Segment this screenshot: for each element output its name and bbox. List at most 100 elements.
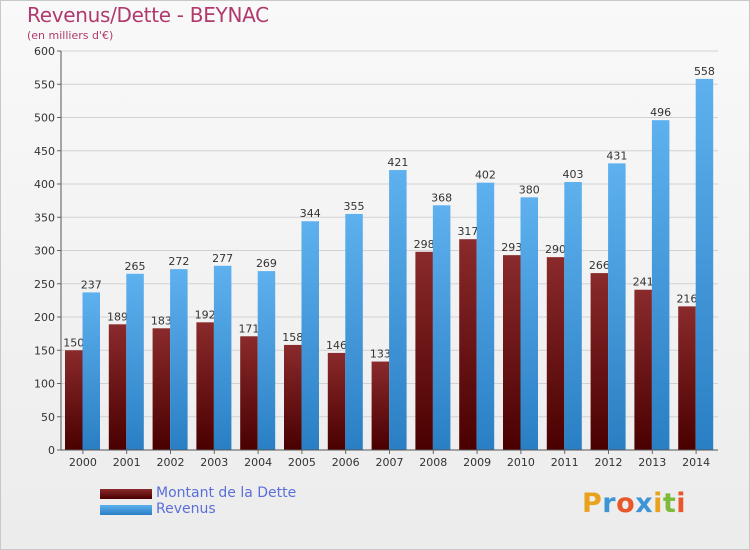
bar-revenus-2011: [564, 182, 582, 450]
bar-dette-2014: [678, 306, 696, 450]
x-tick-label: 2012: [595, 456, 623, 469]
bar-revenus-2012: [608, 163, 626, 450]
bar-dette-2005: [284, 344, 302, 450]
bar-dette-2013: [634, 289, 652, 450]
bar-dette-2012: [590, 273, 609, 450]
data-label-dette-2014: 216: [676, 292, 697, 305]
bar-revenus-2003: [213, 265, 232, 450]
data-label-dette-2003: 192: [195, 308, 216, 321]
x-tick-label: 2011: [551, 456, 579, 469]
y-tick-label: 600: [34, 45, 55, 58]
bar-revenus-2006: [345, 213, 363, 450]
bar-dette-2001: [108, 324, 127, 450]
x-tick-label: 2001: [113, 456, 141, 469]
bar-revenus-2014: [695, 78, 714, 451]
data-label-revenus-2004: 269: [256, 257, 277, 270]
bar-revenus-2008: [432, 205, 451, 450]
data-label-revenus-2009: 402: [475, 169, 496, 182]
y-tick-label: 250: [34, 278, 55, 291]
legend-swatch-debt: [100, 489, 152, 499]
y-tick-label: 300: [34, 245, 55, 258]
data-label-revenus-2013: 496: [650, 106, 671, 119]
data-label-revenus-2003: 277: [212, 252, 233, 265]
data-label-revenus-2001: 265: [125, 260, 146, 273]
x-tick-label: 2006: [332, 456, 360, 469]
data-label-dette-2005: 158: [282, 331, 303, 344]
data-label-revenus-2012: 431: [606, 149, 627, 162]
data-label-revenus-2005: 344: [300, 207, 321, 220]
bar-dette-2008: [415, 251, 433, 450]
y-tick-label: 200: [34, 311, 55, 324]
data-label-revenus-2000: 237: [81, 278, 102, 291]
bar-dette-2011: [546, 257, 565, 450]
logo-letter: t: [662, 488, 677, 519]
bar-dette-2002: [152, 328, 171, 450]
bar-revenus-2005: [301, 221, 319, 450]
chart-subtitle: (en milliers d'€): [27, 29, 114, 42]
x-tick-label: 2002: [157, 456, 185, 469]
y-tick-label: 400: [34, 178, 55, 191]
bar-revenus-2001: [126, 273, 144, 450]
logo-letter: P: [582, 488, 603, 519]
y-tick-label: 50: [41, 411, 55, 424]
y-tick-label: 100: [34, 378, 55, 391]
bar-dette-2009: [459, 239, 477, 450]
logo-letter: r: [602, 488, 617, 519]
x-tick-label: 2004: [244, 456, 272, 469]
x-tick-label: 2009: [463, 456, 491, 469]
x-tick-label: 2008: [419, 456, 447, 469]
data-label-revenus-2002: 272: [168, 255, 189, 268]
logo-letter: i: [653, 488, 663, 519]
legend-label-revenus: Revenus: [156, 501, 216, 517]
logo-letter: o: [616, 488, 636, 519]
data-label-dette-2006: 146: [326, 339, 347, 352]
y-tick-label: 550: [34, 78, 55, 91]
x-tick-label: 2013: [638, 456, 666, 469]
x-tick-label: 2007: [376, 456, 404, 469]
y-tick-label: 150: [34, 344, 55, 357]
bar-revenus-2007: [389, 170, 407, 450]
bar-revenus-2013: [651, 120, 670, 450]
y-tick-label: 350: [34, 211, 55, 224]
data-label-dette-2008: 298: [414, 238, 435, 251]
axes: 0 50 100 150 200 250 300 350 400 450 500 550 600 2000…: [34, 45, 718, 469]
logo-letter: x: [635, 488, 654, 519]
chart-title: Revenus/Dette - BEYNAC: [27, 3, 269, 27]
bar-revenus-2010: [520, 197, 538, 450]
bar-revenus-2009: [476, 182, 495, 451]
data-label-revenus-2008: 368: [431, 191, 452, 204]
data-label-dette-2011: 290: [545, 243, 566, 256]
data-label-dette-2009: 317: [457, 225, 478, 238]
bar-dette-2003: [196, 322, 214, 450]
bar-dette-2000: [65, 350, 83, 450]
legend-swatch-revenus: [100, 505, 152, 515]
bars: 150 237 189 265 183 272 192 277 171 269 158 344 146 3…: [63, 65, 715, 451]
y-tick-label: 0: [48, 444, 55, 457]
bar-dette-2006: [327, 352, 346, 450]
x-tick-label: 2003: [200, 456, 228, 469]
data-label-revenus-2006: 355: [344, 200, 365, 213]
proxiti-logo: Proxiti: [582, 488, 686, 519]
x-tick-label: 2010: [507, 456, 535, 469]
x-tick-label: 2000: [69, 456, 97, 469]
data-label-dette-2004: 171: [238, 322, 259, 335]
bar-dette-2004: [240, 336, 258, 450]
data-label-dette-2002: 183: [151, 314, 172, 327]
y-tick-label: 450: [34, 145, 55, 158]
data-label-dette-2001: 189: [107, 310, 128, 323]
x-tick-label: 2014: [682, 456, 710, 469]
data-label-dette-2013: 241: [633, 276, 654, 289]
legend-label-debt: Montant de la Dette: [156, 485, 297, 501]
bar-revenus-2000: [82, 292, 100, 450]
bar-dette-2010: [503, 255, 521, 450]
data-label-dette-2007: 133: [370, 348, 391, 361]
data-label-revenus-2011: 403: [563, 168, 584, 181]
bar-dette-2007: [371, 361, 390, 450]
data-label-dette-2000: 150: [63, 336, 84, 349]
bar-revenus-2002: [170, 269, 188, 450]
x-tick-label: 2005: [288, 456, 316, 469]
bar-revenus-2004: [257, 271, 276, 450]
data-label-dette-2010: 293: [501, 241, 522, 254]
logo-letter: i: [676, 488, 687, 519]
